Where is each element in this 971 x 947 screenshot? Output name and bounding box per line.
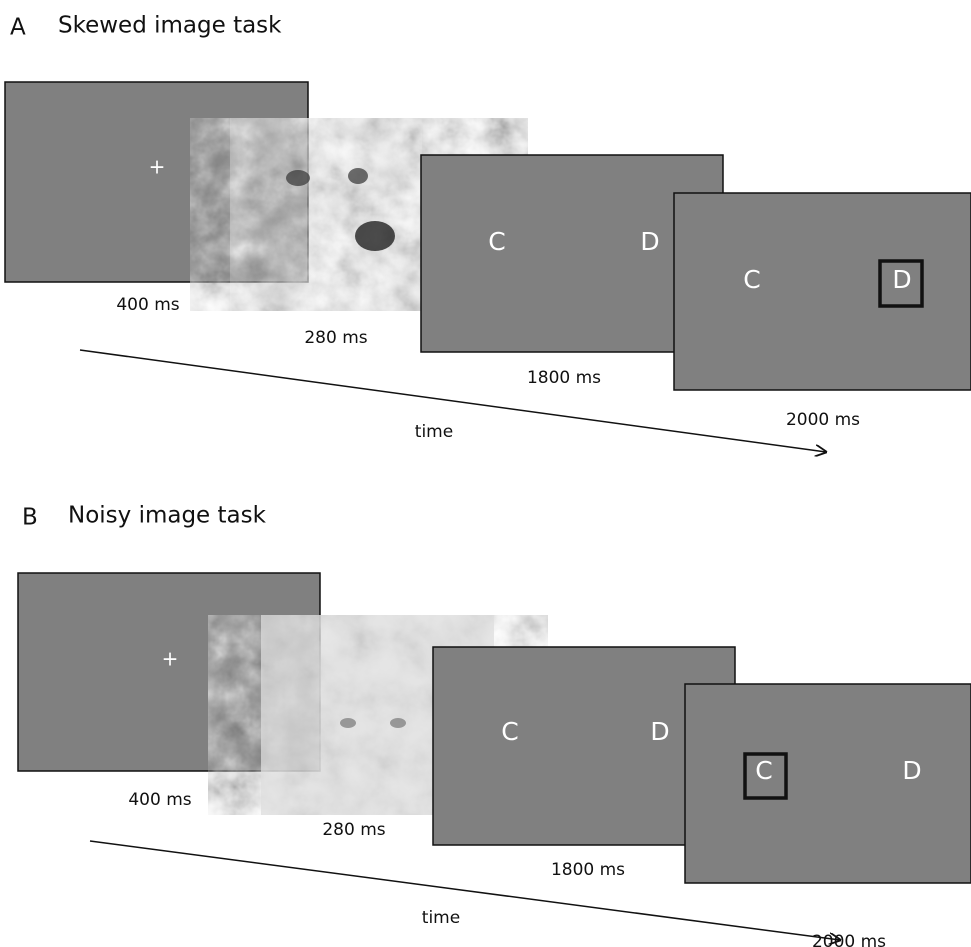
fixation-cross: + [162,647,179,671]
response-letter: D [640,227,659,256]
selection-box [743,752,788,800]
response-letter: C [488,227,505,256]
eye [340,718,356,728]
duration-label: 1800 ms [527,368,601,388]
response-screen [684,683,971,884]
duration-label: 400 ms [116,295,179,315]
response-letter: D [650,717,669,746]
panel-label: A [10,15,26,41]
duration-label: 280 ms [322,820,385,840]
duration-label: 400 ms [128,790,191,810]
mouth [355,221,395,251]
duration-label: 280 ms [304,328,367,348]
response-letter: C [743,265,760,294]
duration-label: 1800 ms [551,860,625,880]
skewed-image [230,118,422,311]
eye [286,170,310,186]
response-letter: C [501,717,518,746]
time-label: time [415,422,453,442]
time-label: time [422,908,460,928]
selection-box [878,259,924,308]
response-letter: C [755,756,772,785]
panel-title: Skewed image task [58,13,282,39]
fixation-cross: + [149,155,166,179]
response-letter: D [892,265,911,294]
panel-title: Noisy image task [68,503,267,529]
duration-label: 2000 ms [812,932,886,947]
eye [390,718,406,728]
response-screen [673,192,971,391]
panel: B Noisy image task + C D C D 400 ms 280 ms 1800 m… [17,503,971,947]
time-arrow [79,349,826,452]
time-arrow [89,840,840,940]
eye [348,168,368,184]
panel: A Skewed image task + C D C D 400 ms 280 ms 1800 … [4,13,971,453]
response-letter: D [902,756,921,785]
response-screen [420,154,724,353]
duration-label: 2000 ms [786,410,860,430]
panel-label: B [22,505,38,531]
